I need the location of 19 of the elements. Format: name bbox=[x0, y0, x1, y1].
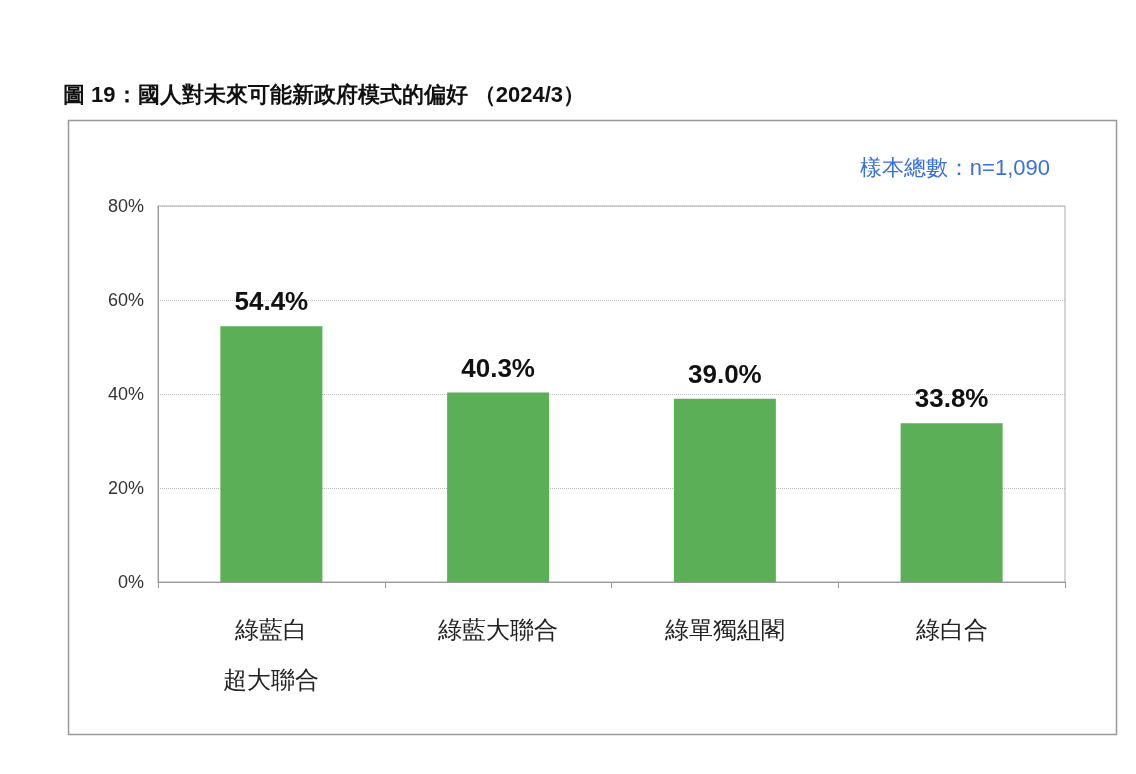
y-tick-label: 20% bbox=[107, 478, 144, 498]
y-tick-label: 60% bbox=[107, 290, 144, 310]
bar bbox=[447, 392, 550, 582]
x-tick-label: 綠單獨組閣 bbox=[663, 615, 785, 643]
x-tick-label: 綠白合 bbox=[914, 615, 988, 643]
bar bbox=[900, 423, 1003, 582]
x-tick-label: 綠藍大聯合 bbox=[437, 615, 559, 643]
data-label: 40.3% bbox=[461, 352, 535, 383]
x-tick-label: 綠藍白超大聯合 bbox=[223, 615, 320, 693]
y-tick-label: 40% bbox=[107, 384, 144, 404]
data-label: 33.8% bbox=[914, 383, 989, 414]
data-label: 39.0% bbox=[688, 358, 762, 389]
data-label: 54.4% bbox=[234, 286, 309, 317]
y-tick-label: 0% bbox=[117, 572, 144, 592]
bar bbox=[220, 326, 323, 582]
bar bbox=[673, 398, 776, 582]
text: 樣本總數：n=1,090 bbox=[859, 154, 1050, 180]
y-tick-label: 80% bbox=[107, 196, 144, 216]
chart-title: 圖 19：國人對未來可能新政府模式的偏好 （2024/3） bbox=[63, 81, 585, 107]
